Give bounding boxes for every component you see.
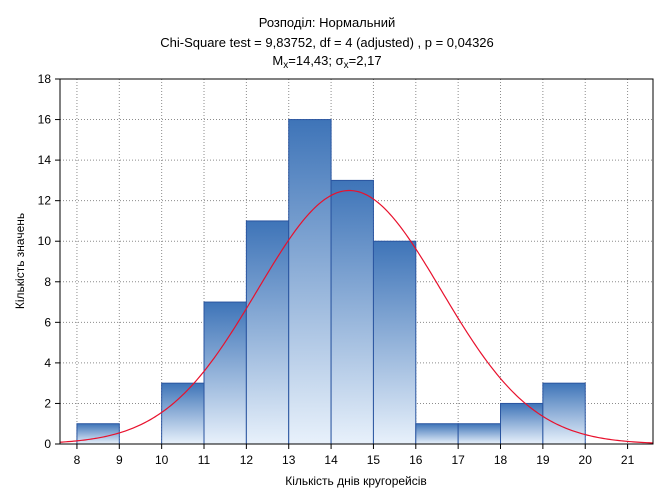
y-tick-label: 4	[44, 356, 51, 370]
sigma-subscript: x	[344, 60, 349, 71]
y-tick-label: 8	[44, 275, 51, 289]
x-tick-label: 9	[116, 453, 123, 467]
x-axis: 8 9 10 11 12 13 14 15 16 17 18 19 20 21	[74, 444, 635, 467]
mean-value: =14,43;	[288, 53, 335, 68]
sigma-symbol: σ	[336, 53, 344, 68]
sigma-value: =2,17	[349, 53, 382, 68]
y-tick-label: 12	[38, 194, 52, 208]
y-tick-label: 0	[44, 437, 51, 451]
x-tick-label: 17	[451, 453, 465, 467]
histogram-bar	[415, 423, 459, 445]
chart-stats: Mx=14,43; σx=2,17	[272, 53, 381, 71]
y-tick-label: 6	[44, 315, 51, 329]
y-tick-label: 2	[44, 396, 51, 410]
histogram-bars	[76, 119, 586, 445]
x-tick-label: 20	[579, 453, 593, 467]
x-tick-label: 14	[324, 453, 338, 467]
chart-title: Розподіл: Нормальний	[259, 15, 396, 30]
y-axis: 0 2 4 6 8 10 12 14 16 18	[38, 72, 60, 451]
histogram-bar	[76, 423, 120, 445]
histogram-bar	[457, 423, 502, 445]
x-tick-label: 10	[155, 453, 169, 467]
y-axis-label: Кількість значень	[13, 213, 27, 309]
y-tick-label: 14	[38, 153, 52, 167]
x-tick-label: 15	[367, 453, 381, 467]
normal-fit-curve	[60, 189, 653, 444]
histogram-bar	[542, 382, 586, 445]
plot-frame	[59, 78, 654, 445]
x-tick-label: 13	[282, 453, 296, 467]
y-tick-label: 10	[38, 234, 52, 248]
histogram-bar	[161, 382, 205, 445]
x-tick-label: 12	[240, 453, 254, 467]
normal-curve-layer	[60, 189, 653, 444]
y-tick-label: 18	[38, 72, 52, 86]
x-tick-label: 19	[536, 453, 550, 467]
mean-symbol: M	[272, 53, 283, 68]
chart-subtitle: Chi-Square test = 9,83752, df = 4 (adjus…	[160, 35, 494, 50]
histogram-bar	[330, 179, 374, 445]
x-tick-label: 11	[198, 453, 211, 467]
histogram-bar	[203, 301, 247, 445]
x-axis-label: Кількість днів кругорейсів	[285, 474, 427, 488]
x-tick-label: 16	[409, 453, 423, 467]
x-tick-label: 18	[494, 453, 508, 467]
histogram-bar	[372, 240, 417, 445]
x-tick-label: 8	[74, 453, 81, 467]
x-tick-label: 21	[621, 453, 635, 467]
histogram-bar	[245, 220, 290, 445]
histogram-bar	[500, 402, 544, 445]
mean-subscript: x	[283, 60, 288, 71]
y-tick-label: 16	[38, 113, 52, 127]
histogram-bar	[288, 119, 332, 445]
